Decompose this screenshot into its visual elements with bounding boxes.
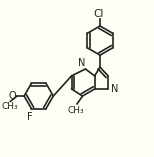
- Text: O: O: [9, 91, 16, 101]
- Text: CH₃: CH₃: [68, 106, 85, 115]
- Text: N: N: [111, 84, 119, 94]
- Text: F: F: [27, 112, 33, 122]
- Text: CH₃: CH₃: [1, 102, 18, 111]
- Text: N: N: [78, 58, 85, 68]
- Text: Cl: Cl: [93, 9, 104, 19]
